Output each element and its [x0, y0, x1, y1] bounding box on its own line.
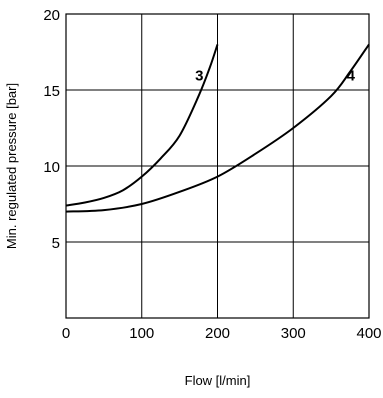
- x-tick-label: 300: [281, 325, 306, 342]
- x-tick-label: 0: [62, 325, 70, 342]
- x-axis-label: Flow [l/min]: [185, 373, 251, 388]
- series-label-3: 3: [195, 67, 203, 84]
- grid: [66, 14, 369, 318]
- series-label-4: 4: [347, 67, 356, 84]
- y-axis-label: Min. regulated pressure [bar]: [4, 83, 19, 249]
- y-tick-label: 10: [43, 159, 60, 176]
- x-tick-label: 400: [356, 325, 381, 342]
- y-tick-label: 20: [43, 7, 60, 24]
- x-tick-label: 200: [205, 325, 230, 342]
- series-line-3: [65, 44, 219, 207]
- y-tick-label: 5: [52, 235, 60, 252]
- x-tick-label: 100: [129, 325, 154, 342]
- tick-labels: 0 100 200 300 400 5 10 15 20: [43, 7, 381, 342]
- y-tick-label: 15: [43, 83, 60, 100]
- series-line-4: [65, 43, 370, 213]
